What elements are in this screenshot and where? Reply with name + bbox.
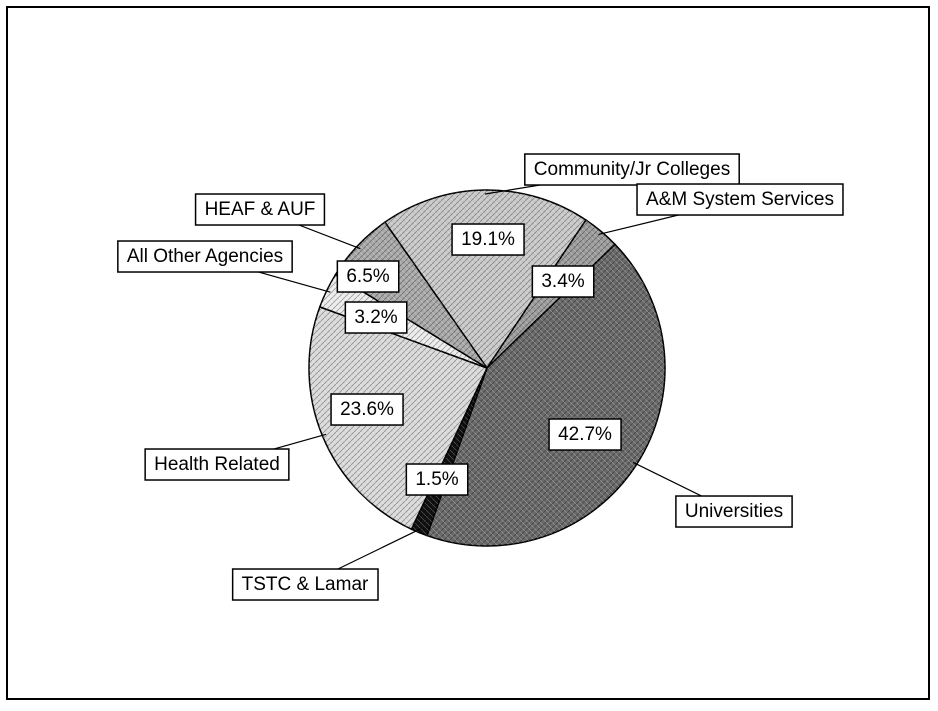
- frame: [6, 6, 930, 700]
- value-label: 6.5%: [346, 266, 389, 287]
- value-label-box: [548, 418, 622, 451]
- value-label: 19.1%: [461, 229, 515, 250]
- category-label-box: [524, 153, 740, 186]
- category-label: Community/Jr Colleges: [534, 159, 730, 180]
- category-label-box: [636, 183, 844, 216]
- category-label-box: [675, 495, 793, 528]
- slice-texture: [384, 190, 586, 368]
- value-label: 3.4%: [541, 271, 584, 292]
- value-label: 3.2%: [354, 307, 397, 328]
- category-label: HEAF & AUF: [205, 199, 316, 220]
- value-label: 23.6%: [340, 399, 394, 420]
- category-label: A&M System Services: [646, 189, 834, 210]
- labels: Community/Jr Colleges 19.1% A&M System Ser…: [117, 153, 844, 601]
- value-label-box: [344, 301, 408, 334]
- category-label: Health Related: [154, 454, 280, 475]
- category-label: Universities: [685, 501, 783, 522]
- category-label-box: [117, 240, 293, 273]
- category-label: TSTC & Lamar: [242, 574, 369, 595]
- slice-texture: [335, 222, 487, 368]
- slice-texture: [426, 244, 665, 546]
- value-label-box: [405, 463, 469, 496]
- value-label: 42.7%: [558, 424, 612, 445]
- value-label: 1.5%: [415, 469, 458, 490]
- category-label: All Other Agencies: [127, 246, 283, 267]
- value-label-box: [451, 223, 525, 256]
- category-label-box: [144, 448, 290, 481]
- category-label-box: [231, 568, 379, 601]
- value-label-box: [330, 393, 404, 426]
- value-label-box: [336, 260, 400, 293]
- category-label-box: [194, 193, 326, 226]
- value-label-box: [531, 265, 595, 298]
